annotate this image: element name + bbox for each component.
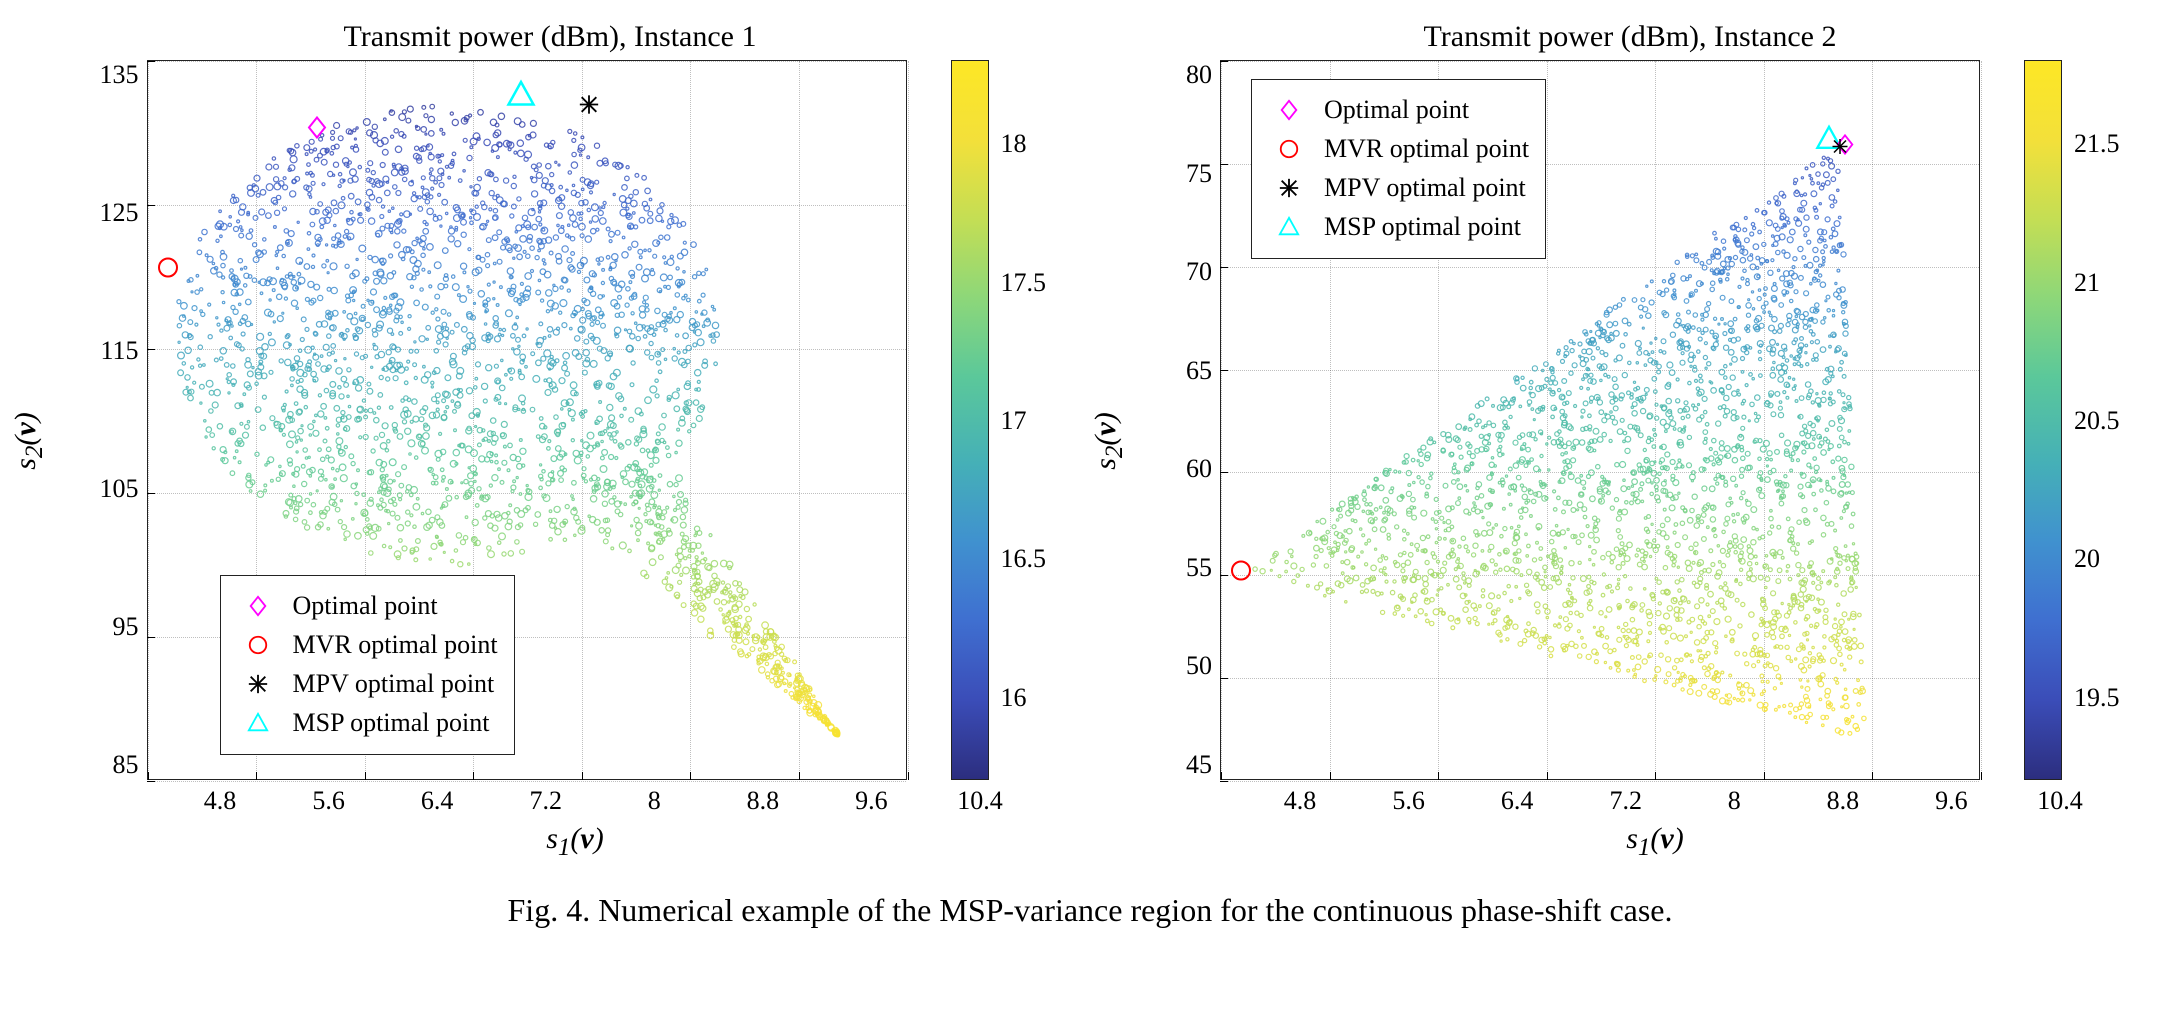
colorbar: 21.52120.52019.5	[2024, 60, 2074, 780]
colorbar: 1817.51716.516	[951, 60, 1001, 780]
chart-panel: Transmit power (dBm), Instance 2s2(v)807…	[1120, 20, 2140, 862]
y-tick-label: 135	[100, 60, 139, 90]
plot-area: s2(v)1351251151059585Optimal pointMVR op…	[100, 60, 1001, 780]
y-tick-label: 50	[1186, 651, 1212, 681]
legend-item: MSP optimal point	[237, 703, 498, 742]
y-axis: 135 125 115 105 95 85	[100, 60, 147, 780]
figure-caption: Fig. 4. Numerical example of the MSP-var…	[40, 892, 2140, 929]
x-tick-label: 8	[648, 786, 661, 816]
y-axis-label: s2(v)	[1089, 412, 1129, 470]
x-tick-label: 9.6	[1935, 786, 1968, 816]
y-tick-label: 65	[1186, 356, 1212, 386]
tick	[147, 781, 155, 782]
legend: Optimal pointMVR optimal pointMPV optima…	[1251, 79, 1546, 259]
legend-label: Optimal point	[293, 586, 438, 625]
grid-line	[1981, 61, 1982, 779]
y-tick-label: 125	[100, 198, 139, 228]
tick	[1220, 781, 1228, 782]
y-tick-label: 55	[1186, 553, 1212, 583]
asterisk-icon	[1268, 173, 1310, 203]
triangle-icon	[237, 708, 279, 738]
tick	[908, 772, 909, 780]
legend-item: MVR optimal point	[1268, 129, 1529, 168]
y-tick-label: 80	[1186, 60, 1212, 90]
colorbar-tick-label: 21.5	[2074, 129, 2120, 159]
chart-panel: Transmit power (dBm), Instance 1s2(v)135…	[40, 20, 1060, 862]
y-tick-label: 60	[1186, 454, 1212, 484]
x-tick-label: 6.4	[1501, 786, 1534, 816]
x-axis: 4.85.66.47.288.89.610.4	[220, 780, 980, 814]
plot-box: Optimal pointMVR optimal pointMPV optima…	[147, 60, 907, 780]
colorbar-tick-label: 16.5	[1001, 544, 1047, 574]
x-tick-label: 10.4	[2037, 786, 2083, 816]
x-tick-label: 10.4	[957, 786, 1003, 816]
chart-title: Transmit power (dBm), Instance 2	[1424, 20, 1837, 54]
y-tick-label: 70	[1186, 257, 1212, 287]
y-axis: 80 75 70 65 60 55 50 45	[1186, 60, 1220, 780]
y-axis-label: s2(v)	[9, 412, 49, 470]
x-axis: 4.85.66.47.288.89.610.4	[1300, 780, 2060, 814]
colorbar-ticks: 21.52120.52019.5	[2062, 60, 2074, 780]
legend-label: MSP optimal point	[293, 703, 490, 742]
legend-item: MSP optimal point	[1268, 207, 1529, 246]
x-tick-label: 5.6	[1392, 786, 1425, 816]
legend: Optimal pointMVR optimal pointMPV optima…	[220, 575, 515, 755]
y-tick-label: 115	[100, 336, 138, 366]
colorbar-tick-label: 20.5	[2074, 406, 2120, 436]
triangle-icon	[1268, 212, 1310, 242]
legend-item: MPV optimal point	[237, 664, 498, 703]
legend-item: MVR optimal point	[237, 625, 498, 664]
x-tick-label: 8.8	[747, 786, 780, 816]
x-tick-label: 7.2	[529, 786, 562, 816]
x-axis-label: s1(v)	[195, 822, 955, 862]
y-tick-label: 105	[100, 474, 139, 504]
colorbar-tick-label: 17	[1001, 406, 1027, 436]
legend-item: MPV optimal point	[1268, 168, 1529, 207]
diamond-icon	[237, 591, 279, 621]
y-tick-label: 95	[113, 612, 139, 642]
legend-label: MPV optimal point	[293, 664, 495, 703]
diamond-icon	[1268, 95, 1310, 125]
y-tick-label: 85	[113, 750, 139, 780]
x-axis-label: s1(v)	[1275, 822, 2035, 862]
legend-item: Optimal point	[1268, 90, 1529, 129]
circle-icon	[237, 630, 279, 660]
colorbar-tick-label: 18	[1001, 129, 1027, 159]
legend-label: MVR optimal point	[293, 625, 498, 664]
x-tick-label: 4.8	[204, 786, 237, 816]
y-tick-label: 45	[1186, 750, 1212, 780]
grid-line	[908, 61, 909, 779]
x-tick-label: 8.8	[1827, 786, 1860, 816]
x-tick-label: 4.8	[1284, 786, 1317, 816]
x-tick-label: 9.6	[855, 786, 888, 816]
colorbar-tick-label: 20	[2074, 544, 2100, 574]
colorbar-tick-label: 19.5	[2074, 683, 2120, 713]
x-tick-label: 5.6	[312, 786, 345, 816]
legend-item: Optimal point	[237, 586, 498, 625]
colorbar-tick-label: 21	[2074, 268, 2100, 298]
colorbar-gradient	[2024, 60, 2062, 780]
figure-row: Transmit power (dBm), Instance 1 s2(v) 135…	[40, 20, 2140, 862]
colorbar-gradient	[951, 60, 989, 780]
legend-label: MVR optimal point	[1324, 129, 1529, 168]
x-tick-label: 8	[1728, 786, 1741, 816]
colorbar-tick-label: 16	[1001, 683, 1027, 713]
colorbar-ticks: 1817.51716.516	[989, 60, 1001, 780]
legend-label: MSP optimal point	[1324, 207, 1521, 246]
legend-label: MPV optimal point	[1324, 168, 1526, 207]
y-tick-label: 75	[1186, 159, 1212, 189]
asterisk-icon	[237, 669, 279, 699]
chart-title: Transmit power (dBm), Instance 1	[344, 20, 757, 54]
legend-label: Optimal point	[1324, 90, 1469, 129]
circle-icon	[1268, 134, 1310, 164]
tick	[1981, 772, 1982, 780]
colorbar-tick-label: 17.5	[1001, 268, 1047, 298]
x-tick-label: 6.4	[421, 786, 454, 816]
plot-box: Optimal pointMVR optimal pointMPV optima…	[1220, 60, 1980, 780]
plot-area: s2(v)8075706560555045Optimal pointMVR op…	[1186, 60, 2074, 780]
x-tick-label: 7.2	[1609, 786, 1642, 816]
